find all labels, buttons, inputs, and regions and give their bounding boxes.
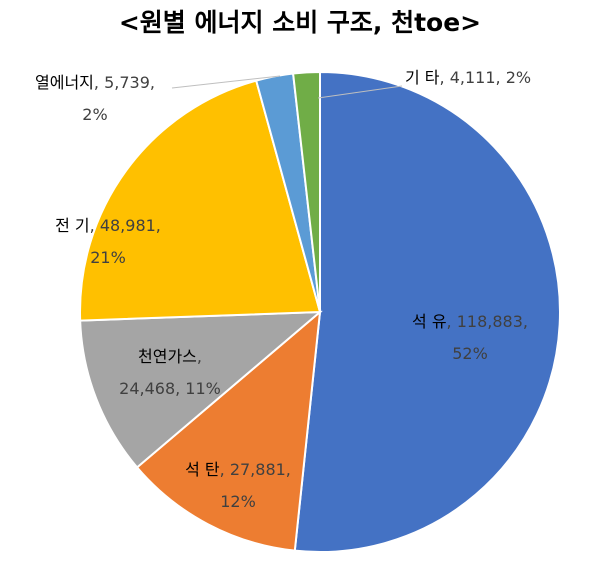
leader-line bbox=[317, 85, 403, 99]
category-label: 천연가스 bbox=[138, 347, 197, 366]
label-part: 52% bbox=[452, 344, 488, 363]
category-label: 석 탄 bbox=[185, 460, 220, 479]
pie-slice bbox=[135, 309, 322, 552]
label-part: , bbox=[197, 347, 202, 366]
data-label: 전 기, 48,981, bbox=[55, 216, 161, 235]
pie-slice bbox=[79, 79, 322, 322]
label-part: , bbox=[90, 216, 100, 235]
data-label: 천연가스, bbox=[138, 347, 202, 366]
label-part: 4,111 bbox=[450, 68, 496, 87]
data-label: 석 유, 118,883, bbox=[412, 312, 528, 331]
category-label: 기 타 bbox=[405, 68, 440, 87]
label-part: 2% bbox=[82, 105, 107, 124]
category-label: 석 유 bbox=[412, 312, 447, 331]
label-part: , bbox=[523, 312, 528, 331]
label-part: , bbox=[94, 73, 104, 92]
label-part: , bbox=[440, 68, 450, 87]
data-label: 52% bbox=[452, 344, 488, 363]
label-part: , bbox=[496, 68, 506, 87]
leader-line bbox=[171, 75, 281, 89]
label-part: 5,739 bbox=[104, 73, 150, 92]
pie-slice bbox=[293, 70, 561, 553]
label-part: , bbox=[286, 460, 291, 479]
label-part: , bbox=[150, 73, 155, 92]
data-label: 석 탄, 27,881, bbox=[185, 460, 291, 479]
data-label: 열에너지, 5,739, bbox=[35, 73, 155, 92]
chart-title: <원별 에너지 소비 구조, 천toe> bbox=[119, 8, 481, 37]
pie-slice bbox=[79, 310, 323, 469]
label-part: 118,883 bbox=[457, 312, 523, 331]
category-label: 전 기 bbox=[55, 216, 90, 235]
label-part: 2% bbox=[506, 68, 531, 87]
data-label: 21% bbox=[90, 248, 126, 267]
label-part: 27,881 bbox=[230, 460, 286, 479]
label-part: 21% bbox=[90, 248, 126, 267]
data-label: 기 타, 4,111, 2% bbox=[405, 68, 531, 87]
label-part: , bbox=[220, 460, 230, 479]
label-part: 11% bbox=[185, 379, 221, 398]
label-part: , bbox=[156, 216, 161, 235]
label-part: 24,468 bbox=[119, 379, 175, 398]
data-label: 24,468, 11% bbox=[119, 379, 221, 398]
label-part: , bbox=[447, 312, 457, 331]
pie-slice bbox=[292, 70, 321, 313]
data-label: 12% bbox=[220, 492, 256, 511]
data-label: 2% bbox=[82, 105, 107, 124]
category-label: 열에너지 bbox=[35, 73, 94, 92]
label-part: 48,981 bbox=[100, 216, 156, 235]
label-part: 12% bbox=[220, 492, 256, 511]
label-part: , bbox=[175, 379, 185, 398]
